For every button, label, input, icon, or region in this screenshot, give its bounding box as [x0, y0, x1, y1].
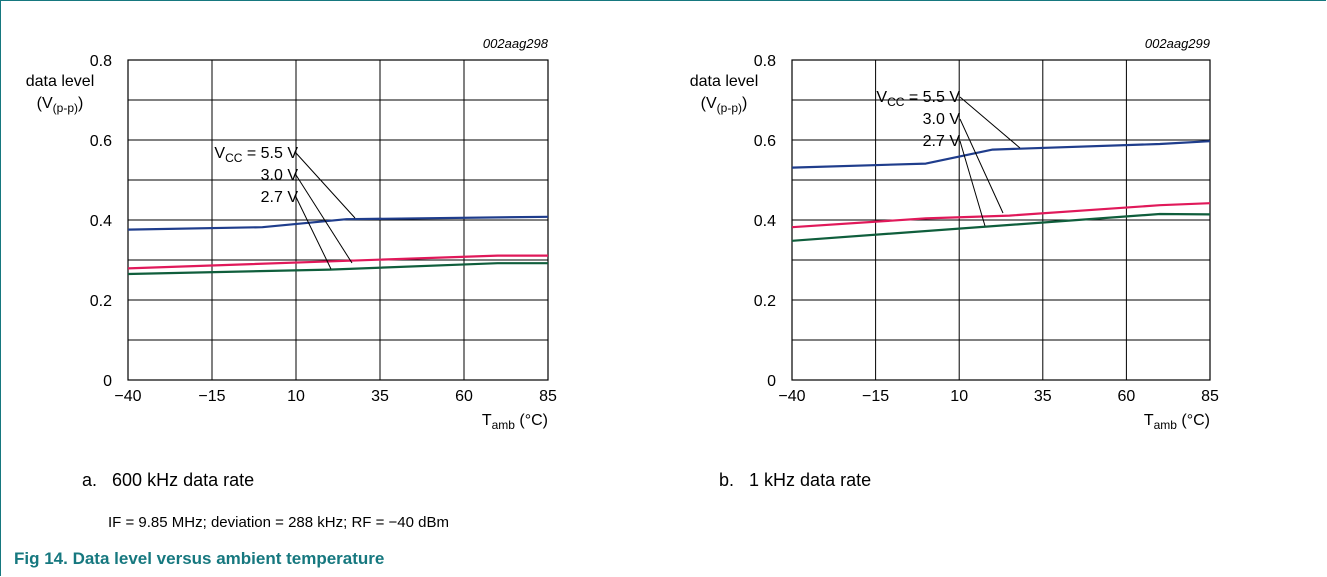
conditions-note: IF = 9.85 MHz; deviation = 288 kHz; RF =…	[108, 514, 449, 531]
x-tick-label: −15	[198, 388, 225, 405]
y-tick-label: 0.8	[754, 53, 776, 70]
annotation-leader-line	[295, 152, 356, 219]
x-tick-label: 85	[539, 388, 557, 405]
plot-area-frame	[791, 59, 1211, 381]
chart-b: 0 0.2 0.4 0.6 0.8 −40 −15 10 35 60 85 002aag299 data…	[690, 36, 1219, 432]
y-tick-label: 0.2	[754, 293, 776, 310]
caption-a-letter: a.	[82, 470, 98, 490]
y-axis-label-line1: data level	[690, 73, 759, 90]
annotation-3v0: 3.0 V	[261, 167, 299, 184]
annotation-leader-line	[959, 96, 1021, 149]
chart-a: 0 0.2 0.4 0.6 0.8 −40 −15 10 35 60 85 002aag298 data…	[26, 36, 557, 432]
caption-b-letter: b.	[719, 470, 735, 490]
annotation-vcc-5v5: VCC = 5.5 V	[214, 145, 298, 165]
y-tick-label: 0.6	[754, 133, 776, 150]
series-line-27	[127, 262, 548, 276]
annotation-leader-line	[295, 174, 353, 264]
y-tick-label: 0	[103, 373, 112, 390]
y-tick-label: 0.4	[754, 213, 776, 230]
annotation-2v7: 2.7 V	[923, 133, 961, 150]
series-line-30	[791, 202, 1211, 229]
annotation-leader-line	[959, 118, 1004, 214]
x-tick-label: 60	[455, 388, 473, 405]
x-tick-label: −15	[862, 388, 889, 405]
annotation-leader-line	[295, 196, 332, 270]
plot-area-frame	[127, 59, 549, 381]
annotation-vcc-5v5: VCC = 5.5 V	[876, 89, 960, 109]
x-axis-label: Tamb (°C)	[482, 412, 548, 432]
annotation-3v0: 3.0 V	[923, 111, 961, 128]
y-axis-label-line1: data level	[26, 73, 95, 90]
caption-b: b. 1 kHz data rate	[719, 470, 871, 491]
y-tick-label: 0.4	[90, 213, 112, 230]
x-tick-label: 35	[371, 388, 389, 405]
x-tick-label: −40	[114, 388, 141, 405]
caption-a: a. 600 kHz data rate	[82, 470, 254, 491]
x-tick-label: −40	[778, 388, 805, 405]
x-tick-label: 60	[1118, 388, 1136, 405]
annotation-2v7: 2.7 V	[261, 189, 299, 206]
x-tick-label: 35	[1034, 388, 1052, 405]
y-tick-label: 0.8	[90, 53, 112, 70]
figure-id-label: 002aag298	[483, 36, 549, 51]
caption-a-text: 600 kHz data rate	[112, 470, 255, 490]
x-tick-label: 10	[287, 388, 305, 405]
figure-title: Fig 14. Data level versus ambient temper…	[14, 549, 385, 568]
y-tick-label: 0	[767, 373, 776, 390]
x-tick-label: 85	[1201, 388, 1219, 405]
x-axis-label: Tamb (°C)	[1144, 412, 1210, 432]
y-tick-label: 0.6	[90, 133, 112, 150]
figure-id-label: 002aag299	[1145, 36, 1210, 51]
series-line-55	[791, 140, 1211, 169]
y-tick-label: 0.2	[90, 293, 112, 310]
x-tick-label: 10	[950, 388, 968, 405]
series-line-55	[127, 215, 549, 231]
annotation-leader-line	[959, 140, 986, 227]
series-line-30	[127, 254, 548, 270]
y-axis-label-line2: (V(p-p))	[701, 95, 748, 115]
series-line-27	[791, 212, 1211, 242]
caption-b-text: 1 kHz data rate	[749, 470, 872, 490]
y-axis-label-line2: (V(p-p))	[37, 95, 84, 115]
